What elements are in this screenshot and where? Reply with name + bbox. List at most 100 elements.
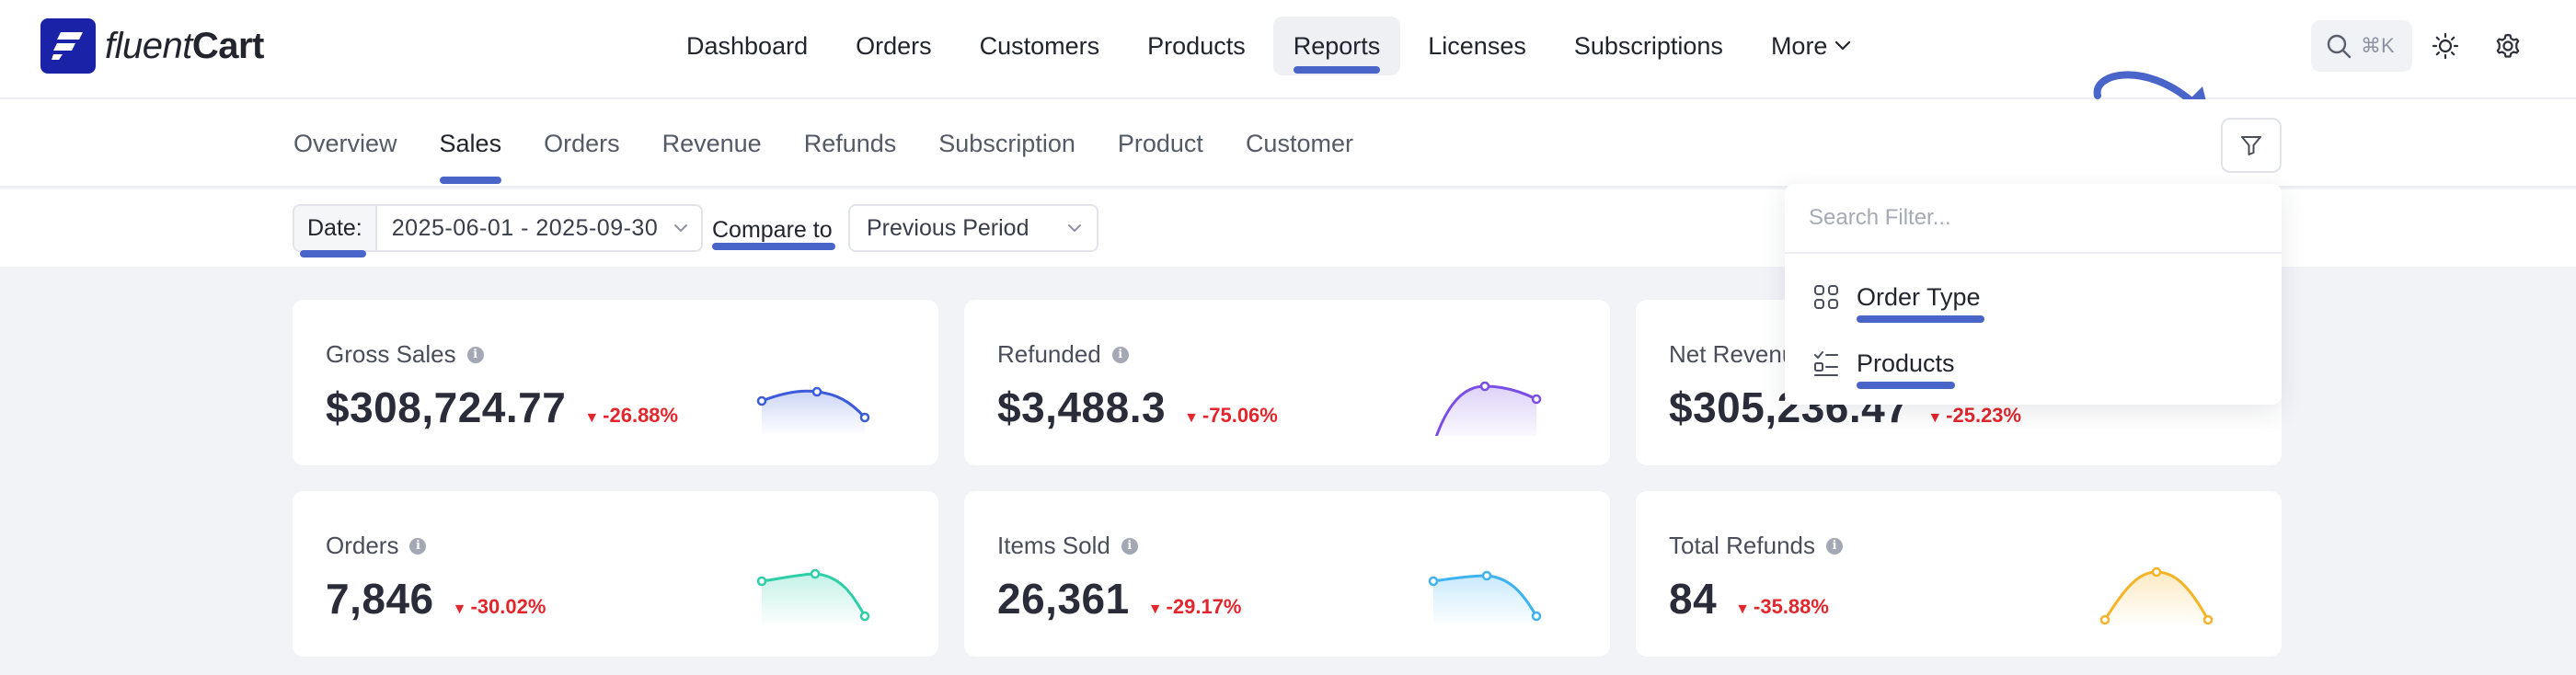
nav-products[interactable]: Products: [1127, 17, 1266, 75]
nav-more[interactable]: More: [1751, 17, 1872, 75]
sparkline-chart: [1428, 570, 1542, 627]
metric-label-text: Gross Sales: [326, 340, 456, 368]
settings-button[interactable]: [2486, 24, 2530, 68]
nav-subscriptions-label: Subscriptions: [1573, 31, 1723, 60]
filter-option-underline: [1857, 315, 1984, 323]
tab-orders[interactable]: Orders: [523, 99, 641, 188]
date-range-picker[interactable]: Date: 2025-06-01 - 2025-09-30: [293, 204, 703, 252]
chevron-down-icon: [1068, 224, 1081, 232]
main-nav: Dashboard Orders Customers Products Repo…: [666, 17, 1879, 75]
tab-orders-label: Orders: [544, 129, 620, 157]
metric-delta-value: -35.88%: [1754, 595, 1829, 618]
tab-subscription[interactable]: Subscription: [917, 99, 1097, 188]
metric-value-row: $3,488.3 ▼ -75.06%: [997, 383, 1278, 432]
filter-option-label-text: Order Type: [1857, 282, 1981, 311]
filter-option-label-text: Products: [1857, 349, 1955, 377]
top-bar: fluentCart Dashboard Orders Customers Pr…: [0, 0, 2576, 99]
metric-label: Items Sold i: [997, 532, 1138, 560]
tab-revenue[interactable]: Revenue: [641, 99, 783, 188]
metric-label-text: Orders: [326, 532, 399, 559]
metric-label: Orders i: [326, 532, 427, 560]
nav-customers[interactable]: Customers: [960, 17, 1121, 75]
metric-delta: ▼ -75.06%: [1184, 404, 1278, 427]
metric-label-text: Items Sold: [997, 532, 1110, 559]
logo-text-light: fluent: [105, 25, 192, 66]
report-tabs-bar: Overview Sales Orders Revenue Refunds Su…: [0, 99, 2576, 188]
info-icon[interactable]: i: [466, 346, 484, 363]
tab-product[interactable]: Product: [1097, 99, 1225, 188]
tab-sales-label: Sales: [439, 129, 502, 157]
filter-icon: [2241, 136, 2261, 155]
theme-toggle-button[interactable]: [2423, 24, 2467, 68]
tab-refunds[interactable]: Refunds: [783, 99, 918, 188]
filter-option-label: Products: [1857, 349, 1955, 389]
nav-licenses-label: Licenses: [1428, 31, 1526, 60]
checklist-icon: [1814, 351, 1838, 376]
nav-more-label: More: [1770, 31, 1828, 60]
tab-overview[interactable]: Overview: [272, 99, 419, 188]
down-triangle-icon: ▼: [1927, 410, 1943, 426]
info-icon[interactable]: i: [1111, 346, 1129, 363]
grid-icon: [1814, 285, 1838, 309]
metric-delta: ▼ -25.23%: [1927, 404, 2021, 427]
metric-card-items-sold: Items Sold i 26,361 ▼ -29.17%: [964, 491, 1610, 657]
compare-label-underline: [712, 243, 835, 250]
tab-overview-label: Overview: [293, 129, 397, 157]
report-tabs: Overview Sales Orders Revenue Refunds Su…: [272, 99, 1374, 188]
date-label-text: Date:: [307, 214, 362, 241]
filter-dropdown: Search Filter... Order Type Products: [1785, 184, 2282, 405]
metric-value: $308,724.77: [326, 383, 567, 431]
metric-card-total-refunds: Total Refunds i 84 ▼ -35.88%: [1636, 491, 2282, 657]
compare-label: Compare to: [712, 217, 833, 243]
sparkline-chart: [2099, 566, 2214, 627]
nav-reports-underline: [1293, 66, 1381, 74]
global-search-button[interactable]: ⌘K: [2311, 20, 2412, 72]
nav-subscriptions[interactable]: Subscriptions: [1554, 17, 1743, 75]
metric-delta: ▼ -29.17%: [1148, 595, 1242, 618]
metric-card-refunded: Refunded i $3,488.3 ▼ -75.06%: [964, 300, 1610, 465]
metric-delta-value: -25.23%: [1946, 404, 2022, 427]
nav-products-label: Products: [1147, 31, 1246, 60]
logo-text: fluentCart: [105, 26, 264, 67]
metric-card-gross-sales: Gross Sales i $308,724.77 ▼ -26.88%: [293, 300, 938, 465]
info-icon[interactable]: i: [1825, 537, 1843, 555]
filter-button[interactable]: [2221, 118, 2282, 173]
nav-licenses[interactable]: Licenses: [1408, 17, 1547, 75]
logo-mark-icon: [40, 18, 96, 74]
info-icon[interactable]: i: [1121, 537, 1138, 555]
down-triangle-icon: ▼: [1735, 601, 1751, 617]
info-icon[interactable]: i: [409, 537, 427, 555]
tab-customer[interactable]: Customer: [1225, 99, 1374, 188]
tab-refunds-label: Refunds: [803, 129, 897, 157]
nav-orders-label: Orders: [856, 31, 932, 60]
nav-customers-label: Customers: [979, 31, 1100, 60]
metric-value-row: 7,846 ▼ -30.02%: [326, 574, 546, 624]
metric-value: 26,361: [997, 575, 1130, 623]
compare-period-select[interactable]: Previous Period: [848, 204, 1098, 252]
tab-product-label: Product: [1117, 129, 1203, 157]
down-triangle-icon: ▼: [1184, 410, 1199, 426]
chevron-down-icon: [674, 224, 687, 232]
filter-option-underline: [1857, 381, 1955, 389]
nav-dashboard-label: Dashboard: [686, 31, 809, 60]
metric-card-orders: Orders i 7,846 ▼ -30.02%: [293, 491, 938, 657]
app-logo[interactable]: fluentCart: [40, 18, 264, 74]
metric-label-text: Refunded: [997, 340, 1101, 368]
metric-label: Refunded i: [997, 340, 1129, 369]
filter-search-placeholder: Search Filter...: [1809, 205, 1951, 230]
nav-reports[interactable]: Reports: [1272, 17, 1401, 75]
filter-option-order-type[interactable]: Order Type: [1812, 274, 1984, 323]
filter-option-products[interactable]: Products: [1812, 340, 1955, 389]
chevron-down-icon: [1835, 40, 1851, 51]
sparkline-chart: [1433, 381, 1542, 436]
gear-icon: [2496, 33, 2520, 58]
metric-delta-value: -26.88%: [603, 404, 679, 427]
filter-search-input[interactable]: Search Filter...: [1785, 184, 2282, 254]
sparkline-chart: [756, 386, 870, 436]
nav-dashboard[interactable]: Dashboard: [666, 17, 828, 75]
search-icon: [2327, 34, 2352, 59]
nav-orders[interactable]: Orders: [835, 17, 952, 75]
tab-customer-label: Customer: [1245, 129, 1353, 157]
tab-sales[interactable]: Sales: [419, 99, 523, 188]
logo-text-bold: Cart: [191, 25, 265, 66]
